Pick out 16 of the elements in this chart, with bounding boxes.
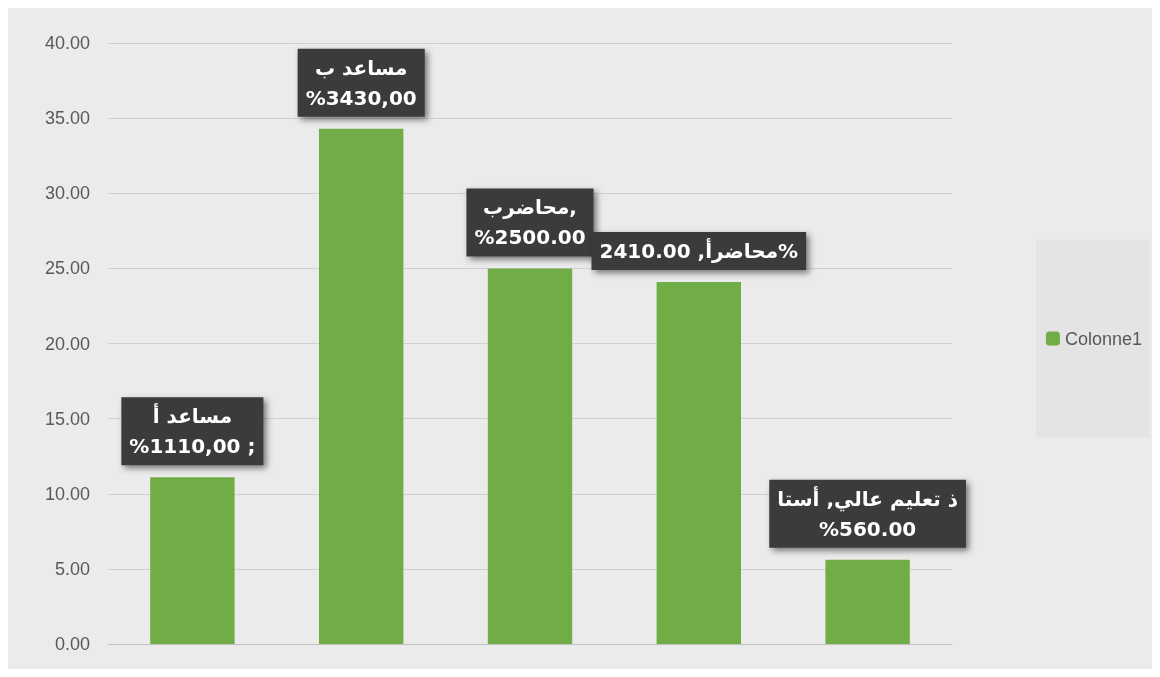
bar xyxy=(656,281,741,644)
y-tick-label: 0.00 xyxy=(54,634,90,654)
y-tick-label: 20.00 xyxy=(44,333,90,354)
bar xyxy=(319,128,404,644)
y-tick-label: 40.00 xyxy=(44,33,90,53)
y-tick-label: 10.00 xyxy=(44,483,90,504)
y-tick-label: 35.00 xyxy=(44,108,90,129)
data-label: محاضرأ, 2410.00% xyxy=(599,236,799,263)
bar xyxy=(150,477,235,644)
y-tick-label: 25.00 xyxy=(44,258,90,279)
y-tick-label: 15.00 xyxy=(44,408,90,429)
y-tick-label: 5.00 xyxy=(54,558,90,579)
bar xyxy=(487,268,573,644)
bar xyxy=(825,559,910,644)
legend-label: Colonne1 xyxy=(1064,328,1142,349)
y-tick-label: 30.00 xyxy=(44,183,90,204)
